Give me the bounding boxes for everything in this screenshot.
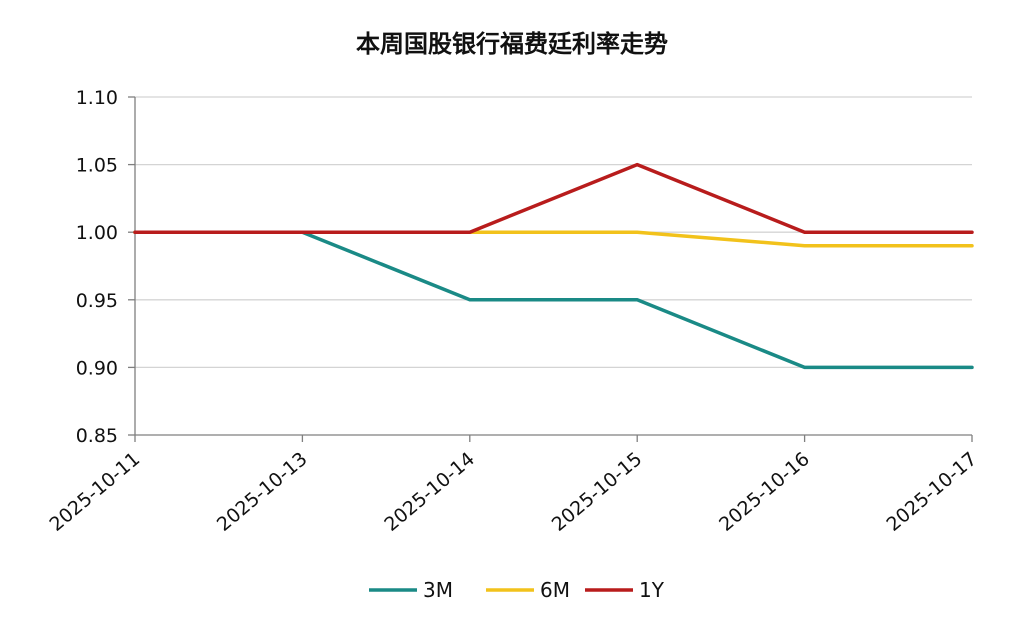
- y-tick-label: 0.95: [76, 290, 118, 312]
- x-tick-label: 2025-10-17: [882, 448, 981, 536]
- x-tick-label: 2025-10-11: [45, 448, 144, 536]
- y-tick-label: 0.85: [76, 425, 118, 447]
- chart-title: 本周国股银行福费廷利率走势: [356, 30, 668, 58]
- axes: [128, 96, 973, 442]
- y-tick-label: 1.00: [76, 222, 118, 244]
- series-line-1y: [133, 162, 974, 234]
- y-tick-label: 1.10: [76, 87, 118, 109]
- y-tick-label: 0.90: [76, 357, 118, 379]
- y-axis-ticks: 0.85 0.90 0.95 1.00 1.05 1.10: [76, 87, 118, 447]
- legend-label-3m: 3M: [423, 578, 453, 602]
- y-tick-label: 1.05: [76, 155, 118, 177]
- x-tick-label: 2025-10-16: [715, 448, 814, 536]
- x-axis-ticks: 2025-10-11 2025-10-13 2025-10-14 2025-10-15…: [45, 448, 981, 536]
- legend-label-1y: 1Y: [639, 578, 665, 602]
- legend-label-6m: 6M: [540, 578, 570, 602]
- x-tick-label: 2025-10-13: [213, 448, 312, 536]
- x-tick-label: 2025-10-14: [380, 448, 479, 536]
- series-line-6m: [133, 230, 974, 248]
- legend: 3M 6M 1Y: [369, 578, 665, 602]
- x-tick-label: 2025-10-15: [548, 448, 647, 536]
- series-lines: [133, 162, 974, 370]
